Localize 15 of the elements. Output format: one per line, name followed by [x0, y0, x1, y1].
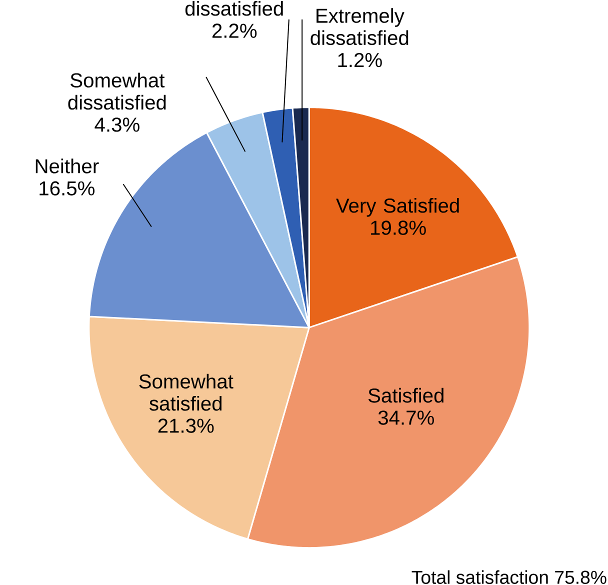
slice-label: Extremely dissatisfied — [310, 8, 408, 46]
slice-label: Somewhat dissatisfied — [68, 72, 166, 110]
slice-label: Satisfied — [368, 388, 444, 403]
data-label: 2.2% — [212, 24, 257, 38]
slice-label: dissatisfied — [185, 1, 283, 16]
data-label: 16.5% — [40, 181, 94, 196]
text: Total satisfaction 75.8% — [412, 570, 606, 584]
data-label: 21.3% — [158, 418, 214, 433]
data-label: 34.7% — [378, 410, 434, 425]
slice-label: Neither — [36, 158, 99, 174]
data-label: 19.8% — [371, 220, 426, 235]
slice-label: Very Satisfied — [336, 198, 459, 217]
data-label: 4.3% — [94, 118, 140, 132]
data-label: 1.2% — [338, 52, 382, 68]
slice-label: Somewhat satisfied — [139, 374, 234, 411]
